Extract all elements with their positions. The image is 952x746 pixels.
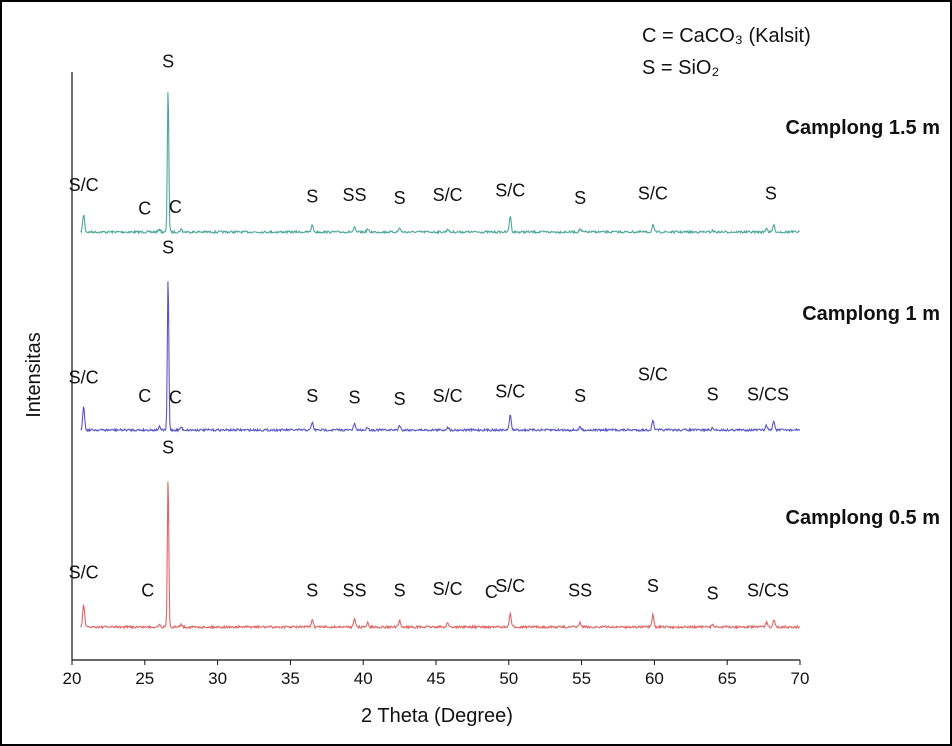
series-line — [80, 92, 800, 235]
x-tick-label: 70 — [791, 669, 810, 688]
peak-annotation: S — [574, 188, 586, 208]
x-tick-label: 30 — [208, 669, 227, 688]
x-tick-label: 25 — [135, 669, 154, 688]
peak-annotation: S/CS — [747, 581, 789, 601]
peak-annotation: S — [394, 389, 406, 409]
series-label: Camplong 1.5 m — [786, 117, 940, 139]
peak-annotation: S — [348, 388, 360, 408]
peak-annotation: S/C — [433, 579, 463, 599]
x-axis-title: 2 Theta (Degree) — [361, 705, 513, 727]
peak-annotation: S/C — [69, 368, 99, 388]
peak-annotation: S — [162, 237, 174, 257]
series-line — [80, 481, 800, 630]
peak-annotation: S/C — [495, 181, 525, 201]
peak-annotation: S/C — [495, 381, 525, 401]
annotations-group: S/CC CSS SS S S/C S/C S S/C SS/CC CSS S S S/C S/C SS/C… — [69, 51, 789, 603]
peak-annotation: S — [574, 386, 586, 406]
peak-annotation: S — [394, 581, 406, 601]
peak-annotation: S — [306, 581, 318, 601]
legend-line-calcite: C = CaCO₃ (Kalsit) — [642, 25, 811, 47]
peak-annotation: S — [306, 386, 318, 406]
x-tick-label: 60 — [645, 669, 664, 688]
series-line — [80, 281, 800, 433]
peak-annotation: S — [394, 188, 406, 208]
series-label: Camplong 0.5 m — [786, 507, 940, 529]
peak-annotation: SS — [342, 185, 366, 205]
x-tick-label: 50 — [499, 669, 518, 688]
peak-annotation: SS — [342, 581, 366, 601]
x-tick-label: 20 — [63, 669, 82, 688]
series-group: Camplong 1.5 m Camplong 1 m Camplong 0.5 m — [80, 92, 940, 630]
x-tick-label: 65 — [718, 669, 737, 688]
peak-annotation: S — [707, 584, 719, 604]
peak-annotation: C — [485, 582, 498, 602]
peak-annotation: S — [765, 184, 777, 204]
peak-annotation: S — [162, 438, 174, 458]
peak-annotation: C — [138, 198, 151, 218]
peak-annotation: S — [647, 576, 659, 596]
peak-annotation: S/C — [638, 184, 668, 204]
peak-annotation: S/C — [495, 576, 525, 596]
legend-line-silica: S = SiO₂ — [642, 57, 719, 79]
peak-annotation: S — [306, 187, 318, 207]
y-axis-title: Intensitas — [23, 332, 45, 418]
x-tick-label: 40 — [354, 669, 373, 688]
peak-annotation: S/C — [69, 175, 99, 195]
peak-annotation: S/CS — [747, 385, 789, 405]
series-label: Camplong 1 m — [802, 303, 940, 325]
peak-annotation: S/C — [433, 185, 463, 205]
peak-annotation: C — [169, 197, 182, 217]
peak-annotation: S/C — [433, 386, 463, 406]
peak-annotation: SS — [568, 581, 592, 601]
peak-annotation: C — [169, 388, 182, 408]
peak-annotation: S/C — [69, 562, 99, 582]
peak-annotation: C — [138, 386, 151, 406]
x-tick-label: 45 — [427, 669, 446, 688]
peak-annotation: S/C — [638, 364, 668, 384]
peak-annotation: C — [141, 581, 154, 601]
x-tick-label: 55 — [572, 669, 591, 688]
axes: 20 25 30 35 40 45 50 55 60 65 70 — [63, 72, 810, 688]
peak-annotation: S — [162, 51, 174, 71]
peak-annotation: S — [707, 385, 719, 405]
x-tick-label: 35 — [281, 669, 300, 688]
